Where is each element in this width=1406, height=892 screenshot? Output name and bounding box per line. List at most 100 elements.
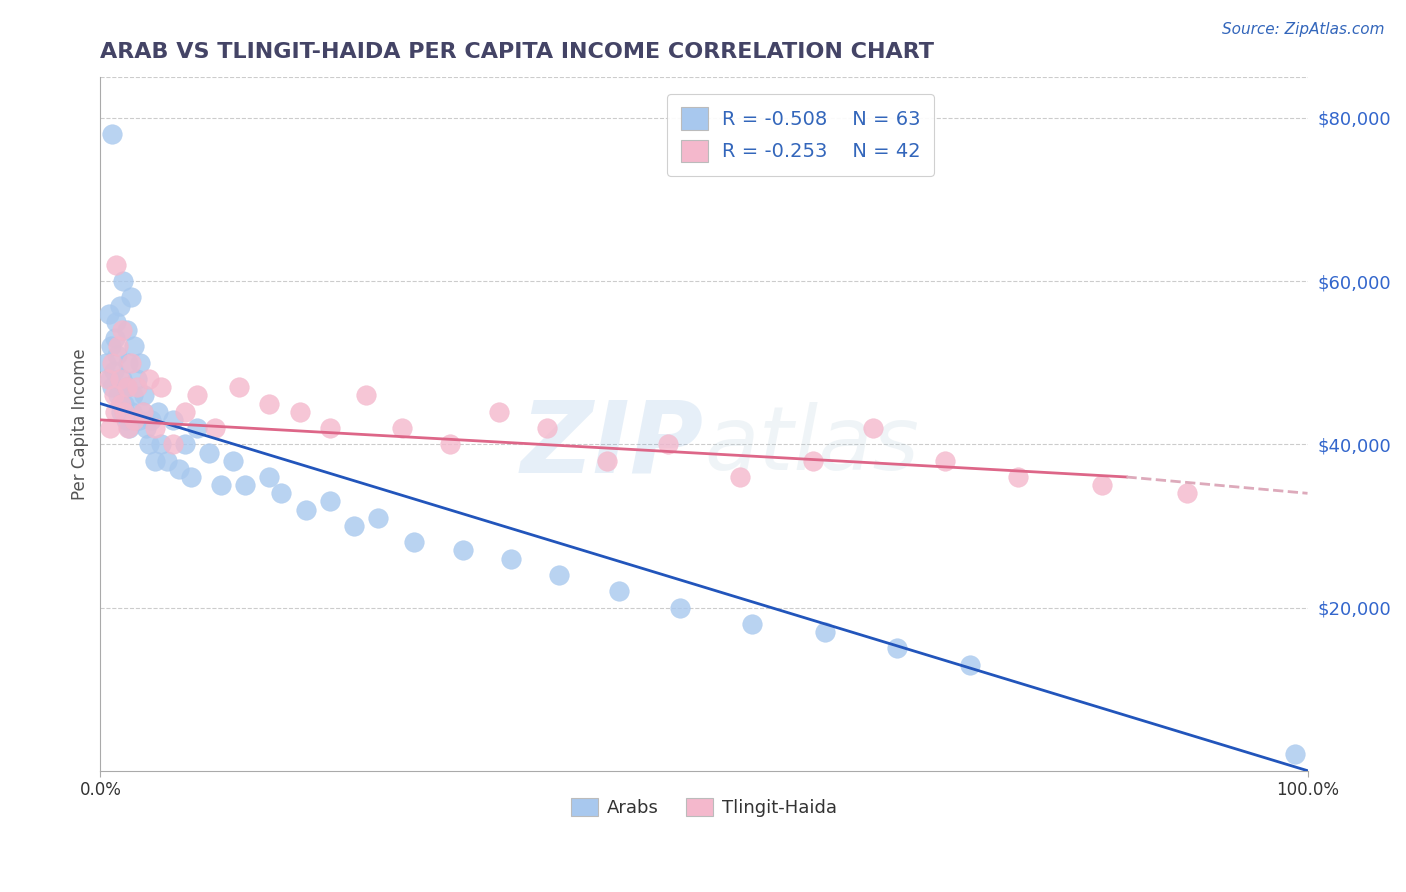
Point	[138, 437, 160, 451]
Point	[1175, 486, 1198, 500]
Point	[121, 405, 143, 419]
Point	[162, 437, 184, 451]
Point	[233, 478, 256, 492]
Point	[499, 551, 522, 566]
Point	[222, 453, 245, 467]
Point	[934, 453, 956, 467]
Point	[319, 421, 342, 435]
Point	[814, 625, 837, 640]
Point	[343, 519, 366, 533]
Point	[186, 388, 208, 402]
Point	[110, 405, 132, 419]
Point	[114, 396, 136, 410]
Point	[148, 405, 170, 419]
Point	[801, 453, 824, 467]
Point	[259, 396, 281, 410]
Point	[125, 380, 148, 394]
Text: Source: ZipAtlas.com: Source: ZipAtlas.com	[1222, 22, 1385, 37]
Point	[122, 388, 145, 402]
Point	[668, 600, 690, 615]
Point	[1091, 478, 1114, 492]
Point	[180, 470, 202, 484]
Point	[186, 421, 208, 435]
Point	[101, 380, 124, 394]
Point	[118, 421, 141, 435]
Point	[1284, 747, 1306, 762]
Y-axis label: Per Capita Income: Per Capita Income	[72, 348, 89, 500]
Point	[173, 405, 195, 419]
Point	[103, 364, 125, 378]
Point	[122, 413, 145, 427]
Point	[488, 405, 510, 419]
Point	[97, 372, 120, 386]
Point	[886, 641, 908, 656]
Point	[609, 584, 631, 599]
Point	[259, 470, 281, 484]
Point	[138, 372, 160, 386]
Point	[117, 421, 139, 435]
Point	[115, 323, 138, 337]
Point	[120, 356, 142, 370]
Point	[125, 372, 148, 386]
Point	[105, 315, 128, 329]
Point	[728, 470, 751, 484]
Point	[97, 307, 120, 321]
Point	[741, 616, 763, 631]
Point	[115, 380, 138, 394]
Point	[111, 323, 134, 337]
Point	[657, 437, 679, 451]
Point	[288, 405, 311, 419]
Point	[105, 348, 128, 362]
Point	[204, 421, 226, 435]
Point	[270, 486, 292, 500]
Point	[110, 396, 132, 410]
Point	[122, 339, 145, 353]
Point	[294, 502, 316, 516]
Point	[862, 421, 884, 435]
Point	[111, 372, 134, 386]
Point	[108, 372, 131, 386]
Point	[156, 453, 179, 467]
Point	[96, 356, 118, 370]
Point	[391, 421, 413, 435]
Point	[959, 657, 981, 672]
Point	[135, 421, 157, 435]
Point	[103, 388, 125, 402]
Point	[129, 356, 152, 370]
Point	[143, 421, 166, 435]
Point	[209, 478, 232, 492]
Point	[100, 339, 122, 353]
Point	[451, 543, 474, 558]
Point	[596, 453, 619, 467]
Point	[354, 388, 377, 402]
Point	[139, 413, 162, 427]
Point	[149, 380, 172, 394]
Point	[536, 421, 558, 435]
Point	[104, 331, 127, 345]
Point	[101, 356, 124, 370]
Legend: Arabs, Tlingit-Haida: Arabs, Tlingit-Haida	[564, 790, 844, 824]
Point	[228, 380, 250, 394]
Point	[114, 405, 136, 419]
Point	[132, 388, 155, 402]
Point	[107, 339, 129, 353]
Point	[117, 356, 139, 370]
Text: ARAB VS TLINGIT-HAIDA PER CAPITA INCOME CORRELATION CHART: ARAB VS TLINGIT-HAIDA PER CAPITA INCOME …	[100, 42, 935, 62]
Point	[131, 405, 153, 419]
Point	[548, 567, 571, 582]
Point	[98, 372, 121, 386]
Point	[112, 274, 135, 288]
Point	[104, 405, 127, 419]
Point	[319, 494, 342, 508]
Point	[128, 413, 150, 427]
Point	[107, 388, 129, 402]
Point	[143, 453, 166, 467]
Point	[149, 437, 172, 451]
Point	[404, 535, 426, 549]
Point	[367, 510, 389, 524]
Point	[1007, 470, 1029, 484]
Point	[131, 405, 153, 419]
Point	[120, 291, 142, 305]
Text: atlas: atlas	[704, 401, 918, 488]
Text: ZIP: ZIP	[522, 396, 704, 493]
